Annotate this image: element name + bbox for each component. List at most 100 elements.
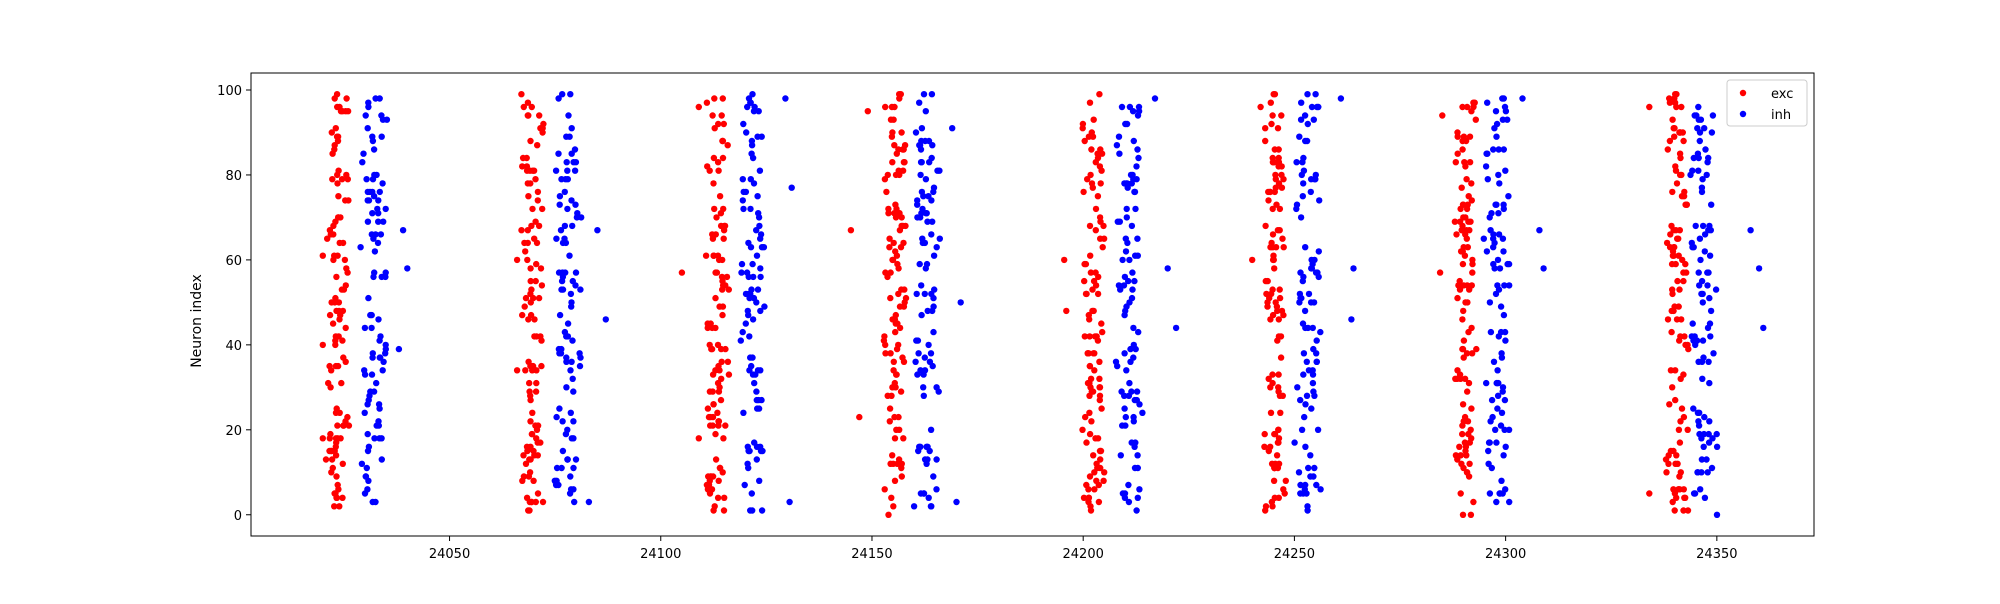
exc-spike-point [888,494,895,501]
inh-spike-point [739,197,746,204]
exc-spike-point [1664,146,1672,153]
inh-spike-point [1310,299,1318,306]
inh-spike-point [782,95,789,102]
exc-spike-point [532,218,539,225]
exc-spike-point [1459,146,1466,153]
exc-spike-point [1084,176,1091,183]
inh-spike-point [553,235,560,242]
exc-spike-point [1669,252,1677,259]
inh-spike-point [916,260,923,268]
series-inh [357,91,1767,518]
inh-spike-point [1494,367,1501,374]
exc-spike-point [1277,333,1285,340]
exc-spike-point [1275,426,1282,433]
exc-spike-point [717,396,725,404]
inh-spike-point [1305,367,1313,374]
exc-spike-point [891,435,899,442]
exc-spike-point [719,256,726,264]
inh-spike-point [1700,443,1707,450]
exc-spike-point [720,205,727,213]
exc-spike-point [334,180,341,187]
exc-spike-point [538,282,546,289]
inh-spike-point [1128,294,1136,302]
inh-spike-point [1493,439,1500,446]
inh-spike-point [925,494,932,501]
inh-spike-point [1133,388,1141,395]
inh-spike-point [1705,154,1712,162]
exc-spike-point [527,137,534,145]
inh-spike-point [1299,320,1307,327]
inh-spike-point [1133,163,1140,170]
inh-spike-point [928,231,935,238]
exc-spike-point [534,422,542,429]
exc-spike-point [721,494,728,501]
exc-spike-point [1669,384,1676,391]
inh-spike-point [1500,248,1507,255]
exc-spike-point [1083,439,1090,446]
exc-spike-point [1271,430,1278,438]
exc-spike-point [529,409,536,416]
exc-spike-point [902,294,910,302]
inh-spike-point [1704,282,1711,289]
inh-spike-point [749,354,756,361]
inh-spike-point [358,460,366,467]
inh-spike-point [563,133,570,140]
exc-spike-point [882,103,889,111]
inh-spike-point [1506,498,1513,506]
inh-spike-point [1482,163,1490,170]
inh-spike-point [753,456,760,463]
exc-spike-point [1277,409,1284,416]
inh-spike-point [359,159,366,166]
exc-spike-point [537,265,545,272]
inh-spike-point [1488,210,1495,217]
exc-spike-point [524,227,531,234]
inh-spike-point [1706,379,1713,387]
inh-spike-point [561,188,568,196]
exc-spike-point [1676,227,1684,234]
inh-spike-point [1501,282,1508,289]
inh-spike-point [1699,299,1707,306]
exc-spike-point [1267,384,1274,391]
inh-spike-point [567,473,574,480]
inh-spike-point [920,384,927,391]
exc-spike-point [898,464,905,472]
exc-spike-point [333,91,341,98]
inh-spike-point [928,91,936,98]
inh-spike-point [1121,180,1128,187]
inh-spike-point [1116,218,1124,225]
inh-spike-point [1307,188,1315,196]
inh-spike-point [568,197,575,204]
inh-spike-point [1297,269,1304,276]
inh-spike-point [1487,227,1494,234]
inh-spike-point [368,231,375,238]
exc-spike-point [1671,133,1678,140]
inh-spike-point [569,222,576,230]
inh-spike-point [745,273,752,281]
exc-spike-point [1086,222,1094,230]
inh-spike-point [566,252,573,259]
exc-spike-point [884,171,891,179]
inh-spike-point [376,405,383,412]
exc-spike-point [1677,154,1684,162]
exc-spike-point [522,367,529,374]
inh-spike-point [564,205,571,213]
inh-spike-point [1135,328,1142,336]
exc-spike-point [1279,235,1286,242]
exc-spike-point [1674,460,1681,467]
y-tick-label: 20 [225,424,242,439]
exc-spike-point [519,311,526,319]
exc-spike-point [1454,294,1461,302]
exc-spike-point [1098,167,1105,174]
exc-spike-point [1092,227,1100,234]
inh-spike-point [1300,371,1307,378]
exc-spike-point [526,388,533,395]
inh-spike-point [1502,443,1509,450]
exc-spike-point [712,294,719,302]
exc-spike-point [887,350,894,357]
legend-marker-exc [1739,89,1747,97]
exc-spike-point [1271,265,1278,272]
exc-spike-point [718,345,725,353]
inh-spike-point [1132,345,1139,353]
inh-spike-point [748,142,756,149]
inh-spike-point [1119,422,1126,429]
